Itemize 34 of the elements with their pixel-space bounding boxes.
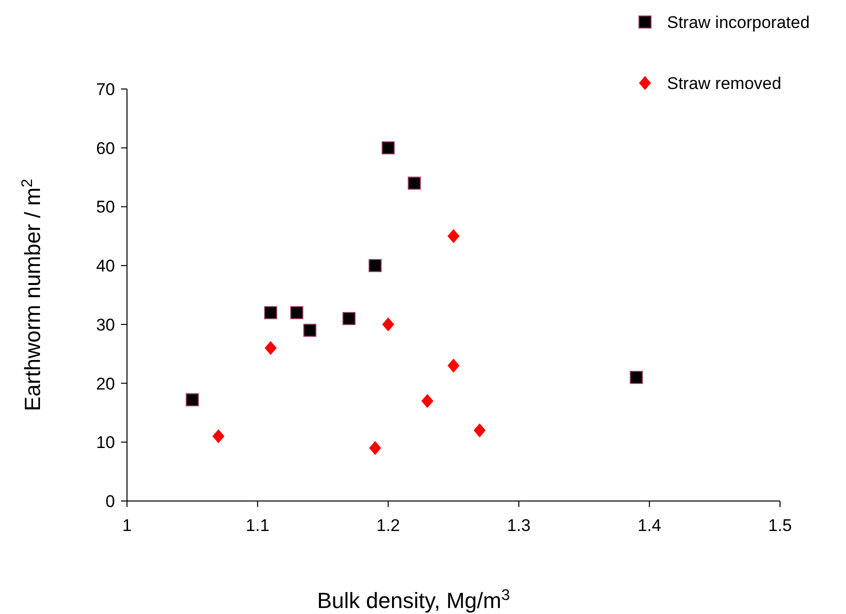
x-tick-label: 1.2 <box>376 516 400 535</box>
x-tick-label: 1 <box>122 516 132 535</box>
point <box>448 358 460 373</box>
point <box>290 306 304 320</box>
x-axis-title: Bulk density, Mg/m$^{3}$ <box>317 586 510 613</box>
point <box>382 141 395 154</box>
x-tick-label: 1.5 <box>768 516 792 535</box>
point <box>474 423 486 438</box>
point <box>369 441 382 456</box>
point <box>186 393 199 406</box>
y-tick-label: 60 <box>96 138 115 158</box>
y-tick-label: 10 <box>96 433 115 452</box>
y-tick-label: 30 <box>96 315 115 334</box>
point <box>264 306 278 320</box>
point <box>342 312 356 326</box>
point <box>212 429 224 444</box>
y-tick-label: 50 <box>96 198 115 217</box>
y-tick-label: 0 <box>106 492 115 511</box>
point <box>303 324 316 337</box>
x-tick-label: 1.3 <box>506 516 531 535</box>
y-tick-label: 20 <box>96 374 115 394</box>
y-tick-label: 40 <box>96 256 115 276</box>
x-tick-label: 1.4 <box>638 516 662 535</box>
y-tick-label: 70 <box>96 80 115 99</box>
point <box>264 340 277 355</box>
point <box>368 259 382 272</box>
point <box>382 317 394 332</box>
point <box>630 370 643 384</box>
point <box>421 394 434 408</box>
x-tick-label: 1.1 <box>246 516 270 535</box>
legend-label: Straw incorporated <box>667 13 810 32</box>
point <box>448 229 460 244</box>
legend-label: Straw removed <box>667 74 782 93</box>
point <box>408 176 421 190</box>
